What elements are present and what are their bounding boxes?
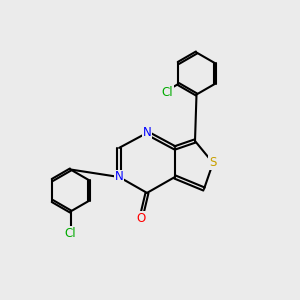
Text: Cl: Cl (162, 86, 173, 99)
Text: N: N (142, 126, 152, 140)
Text: N: N (115, 170, 124, 184)
Text: O: O (136, 212, 146, 225)
Text: S: S (209, 156, 217, 170)
Text: Cl: Cl (65, 227, 76, 240)
